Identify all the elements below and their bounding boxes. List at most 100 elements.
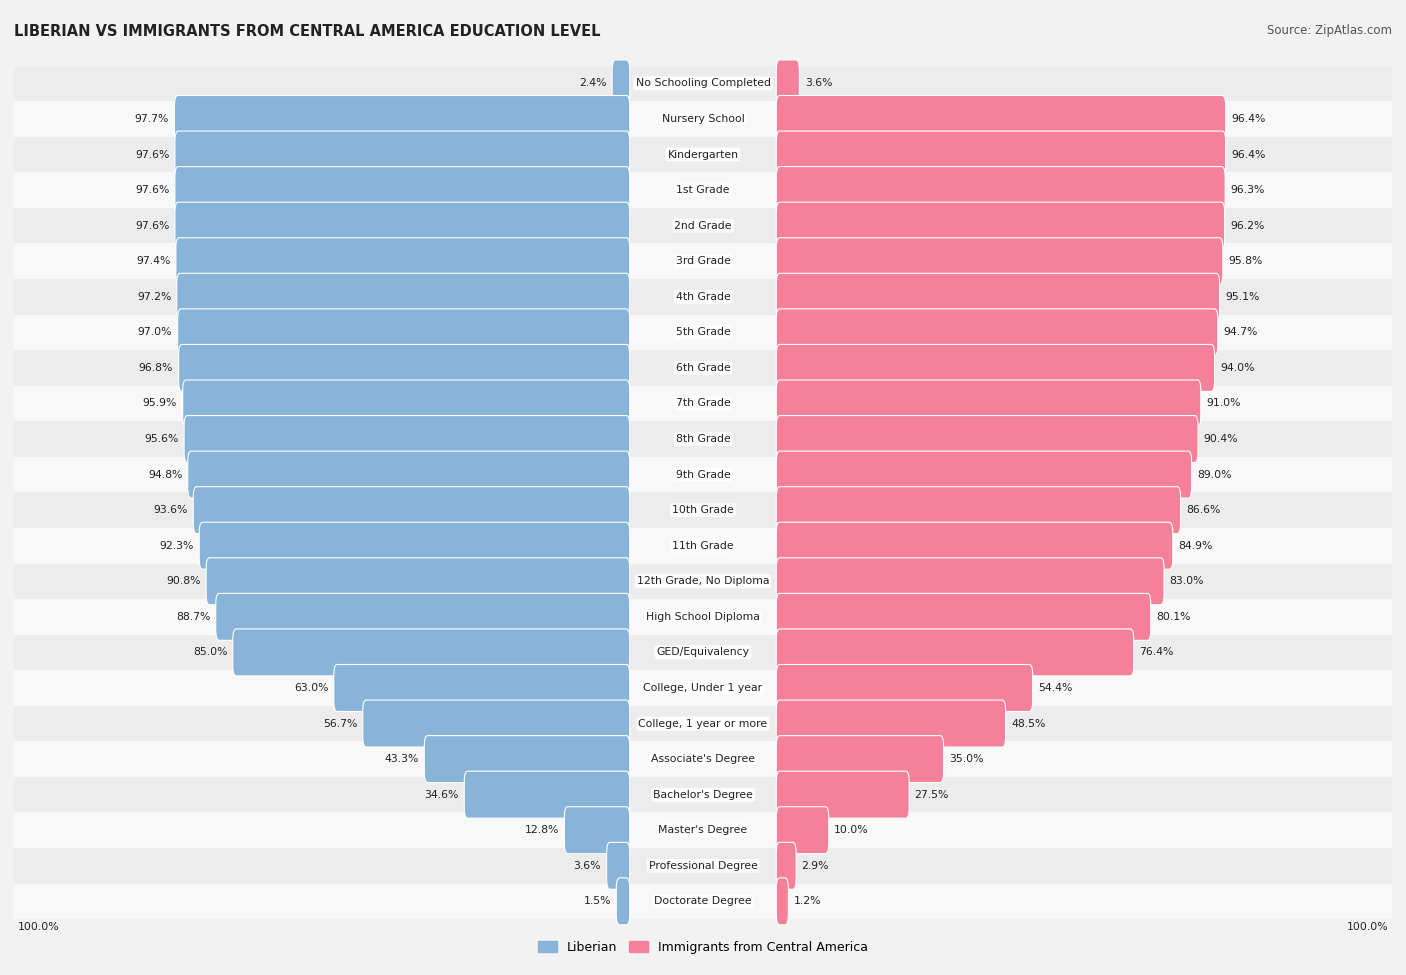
FancyBboxPatch shape xyxy=(193,487,630,533)
Text: 96.3%: 96.3% xyxy=(1230,185,1265,195)
Bar xyxy=(14,492,1392,527)
FancyBboxPatch shape xyxy=(464,771,630,818)
FancyBboxPatch shape xyxy=(233,629,630,676)
Text: 5th Grade: 5th Grade xyxy=(676,328,730,337)
FancyBboxPatch shape xyxy=(174,202,630,250)
FancyBboxPatch shape xyxy=(776,594,1150,641)
FancyBboxPatch shape xyxy=(215,594,630,641)
Text: 3.6%: 3.6% xyxy=(804,78,832,89)
FancyBboxPatch shape xyxy=(200,523,630,569)
Text: 97.6%: 97.6% xyxy=(135,185,170,195)
FancyBboxPatch shape xyxy=(776,415,1198,462)
Text: 94.0%: 94.0% xyxy=(1220,363,1254,372)
FancyBboxPatch shape xyxy=(776,273,1219,320)
Text: 83.0%: 83.0% xyxy=(1170,576,1204,586)
FancyBboxPatch shape xyxy=(177,273,630,320)
FancyBboxPatch shape xyxy=(188,451,630,498)
Text: 1.5%: 1.5% xyxy=(583,896,610,907)
Text: 86.6%: 86.6% xyxy=(1187,505,1220,515)
Text: 54.4%: 54.4% xyxy=(1038,682,1073,693)
Bar xyxy=(14,706,1392,741)
FancyBboxPatch shape xyxy=(183,380,630,427)
Text: 35.0%: 35.0% xyxy=(949,754,984,764)
Text: 9th Grade: 9th Grade xyxy=(676,470,730,480)
FancyBboxPatch shape xyxy=(776,309,1218,356)
Text: 76.4%: 76.4% xyxy=(1139,647,1174,657)
Text: Source: ZipAtlas.com: Source: ZipAtlas.com xyxy=(1267,24,1392,37)
Text: 94.7%: 94.7% xyxy=(1223,328,1257,337)
Bar xyxy=(14,883,1392,919)
FancyBboxPatch shape xyxy=(616,878,630,925)
FancyBboxPatch shape xyxy=(776,487,1181,533)
Bar xyxy=(14,244,1392,279)
Text: 95.9%: 95.9% xyxy=(143,399,177,409)
Text: 3.6%: 3.6% xyxy=(574,861,602,871)
Text: Nursery School: Nursery School xyxy=(662,114,744,124)
Text: 97.0%: 97.0% xyxy=(138,328,172,337)
Text: 88.7%: 88.7% xyxy=(176,612,211,622)
Bar xyxy=(14,527,1392,564)
FancyBboxPatch shape xyxy=(776,735,943,783)
FancyBboxPatch shape xyxy=(179,344,630,391)
Text: 43.3%: 43.3% xyxy=(384,754,419,764)
FancyBboxPatch shape xyxy=(776,380,1201,427)
Text: College, Under 1 year: College, Under 1 year xyxy=(644,682,762,693)
FancyBboxPatch shape xyxy=(174,167,630,214)
Text: 100.0%: 100.0% xyxy=(1347,922,1389,932)
Text: Professional Degree: Professional Degree xyxy=(648,861,758,871)
Text: 3rd Grade: 3rd Grade xyxy=(675,256,731,266)
FancyBboxPatch shape xyxy=(776,344,1215,391)
Text: 1.2%: 1.2% xyxy=(794,896,821,907)
FancyBboxPatch shape xyxy=(606,842,630,889)
Text: College, 1 year or more: College, 1 year or more xyxy=(638,719,768,728)
Text: 27.5%: 27.5% xyxy=(915,790,949,799)
FancyBboxPatch shape xyxy=(564,806,630,854)
Bar xyxy=(14,208,1392,244)
Text: 34.6%: 34.6% xyxy=(425,790,458,799)
Bar xyxy=(14,457,1392,492)
FancyBboxPatch shape xyxy=(176,238,630,285)
FancyBboxPatch shape xyxy=(776,700,1005,747)
Text: 96.2%: 96.2% xyxy=(1230,220,1264,231)
FancyBboxPatch shape xyxy=(333,665,630,712)
Bar xyxy=(14,279,1392,315)
Bar xyxy=(14,741,1392,777)
FancyBboxPatch shape xyxy=(776,842,796,889)
Bar xyxy=(14,812,1392,848)
Text: 97.6%: 97.6% xyxy=(135,220,170,231)
Text: 48.5%: 48.5% xyxy=(1011,719,1046,728)
FancyBboxPatch shape xyxy=(776,167,1225,214)
Text: 84.9%: 84.9% xyxy=(1178,541,1212,551)
FancyBboxPatch shape xyxy=(776,451,1192,498)
Text: Master's Degree: Master's Degree xyxy=(658,825,748,836)
Text: 97.4%: 97.4% xyxy=(136,256,170,266)
FancyBboxPatch shape xyxy=(174,96,630,142)
Text: 94.8%: 94.8% xyxy=(148,470,183,480)
FancyBboxPatch shape xyxy=(776,523,1173,569)
Text: 96.4%: 96.4% xyxy=(1232,114,1265,124)
Text: 97.7%: 97.7% xyxy=(135,114,169,124)
Text: 7th Grade: 7th Grade xyxy=(676,399,730,409)
Text: 85.0%: 85.0% xyxy=(193,647,228,657)
Text: Associate's Degree: Associate's Degree xyxy=(651,754,755,764)
Bar xyxy=(14,173,1392,208)
Text: 2nd Grade: 2nd Grade xyxy=(675,220,731,231)
FancyBboxPatch shape xyxy=(425,735,630,783)
FancyBboxPatch shape xyxy=(207,558,630,604)
Bar xyxy=(14,350,1392,386)
Bar xyxy=(14,101,1392,136)
FancyBboxPatch shape xyxy=(776,202,1225,250)
Text: 90.4%: 90.4% xyxy=(1204,434,1239,444)
Text: High School Diploma: High School Diploma xyxy=(647,612,759,622)
Bar xyxy=(14,136,1392,173)
FancyBboxPatch shape xyxy=(184,415,630,462)
FancyBboxPatch shape xyxy=(776,59,800,107)
Text: 93.6%: 93.6% xyxy=(153,505,188,515)
FancyBboxPatch shape xyxy=(177,309,630,356)
Text: 97.2%: 97.2% xyxy=(136,292,172,302)
Text: 4th Grade: 4th Grade xyxy=(676,292,730,302)
Text: 56.7%: 56.7% xyxy=(323,719,357,728)
Text: Kindergarten: Kindergarten xyxy=(668,149,738,160)
Legend: Liberian, Immigrants from Central America: Liberian, Immigrants from Central Americ… xyxy=(533,936,873,959)
Text: 96.8%: 96.8% xyxy=(139,363,173,372)
